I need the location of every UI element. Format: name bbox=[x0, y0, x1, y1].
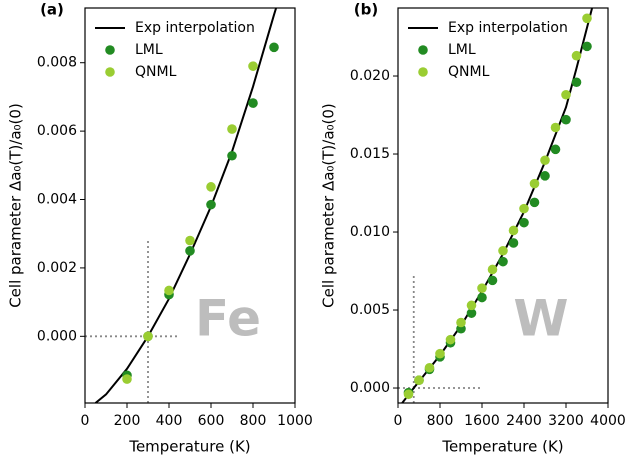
legend-marker bbox=[418, 67, 428, 77]
x-tick-label: 1600 bbox=[464, 413, 500, 429]
x-axis-label: Temperature (K) bbox=[128, 438, 250, 456]
data-point bbox=[206, 182, 216, 192]
legend-label: LML bbox=[135, 42, 163, 58]
data-point bbox=[424, 362, 435, 373]
legend-marker bbox=[105, 67, 115, 77]
x-tick-label: 800 bbox=[427, 413, 454, 429]
data-point bbox=[487, 275, 498, 286]
x-tick-label: 400 bbox=[156, 413, 183, 429]
data-point bbox=[445, 334, 456, 345]
data-point bbox=[561, 114, 571, 125]
x-tick-label: 0 bbox=[394, 413, 403, 429]
data-point bbox=[227, 150, 237, 161]
data-point bbox=[529, 197, 540, 208]
panel-label: (a) bbox=[40, 1, 64, 19]
x-tick-label: 0 bbox=[81, 413, 90, 429]
data-point bbox=[185, 246, 195, 256]
legend-marker bbox=[418, 45, 428, 55]
legend-label: QNML bbox=[448, 64, 490, 80]
data-point bbox=[435, 348, 445, 359]
plot-area bbox=[401, 8, 594, 403]
data-point bbox=[519, 203, 529, 214]
y-tick-label: 0.002 bbox=[37, 260, 77, 276]
y-tick-label: 0.010 bbox=[350, 224, 390, 240]
data-point bbox=[498, 256, 508, 267]
legend-label: Exp interpolation bbox=[448, 20, 568, 36]
data-point bbox=[248, 61, 258, 71]
data-point bbox=[466, 300, 477, 311]
y-tick-label: 0.020 bbox=[350, 68, 390, 84]
data-point bbox=[550, 144, 561, 155]
x-tick-label: 1000 bbox=[277, 413, 313, 429]
data-point bbox=[571, 50, 582, 61]
x-tick-label: 3200 bbox=[548, 413, 584, 429]
plot-area bbox=[94, 8, 279, 403]
data-point bbox=[550, 122, 561, 133]
data-point bbox=[206, 199, 216, 210]
data-point bbox=[227, 124, 237, 134]
data-point bbox=[582, 13, 592, 24]
x-tick-label: 2400 bbox=[506, 413, 542, 429]
y-tick-label: 0.000 bbox=[350, 380, 390, 396]
legend-label: QNML bbox=[135, 64, 177, 80]
legend-label: Exp interpolation bbox=[135, 20, 255, 36]
data-point bbox=[508, 225, 519, 236]
data-point bbox=[498, 245, 508, 256]
data-point bbox=[185, 235, 195, 246]
data-point bbox=[519, 217, 529, 228]
data-point bbox=[487, 264, 498, 275]
y-axis-label: Cell parameter Δa₀(T)/a₀(0) bbox=[320, 103, 338, 308]
x-tick-label: 800 bbox=[240, 413, 267, 429]
legend-marker bbox=[105, 45, 115, 55]
panel-label: (b) bbox=[354, 1, 378, 19]
y-tick-label: 0.015 bbox=[350, 146, 390, 162]
y-tick-label: 0.000 bbox=[37, 328, 77, 344]
data-point bbox=[540, 155, 550, 166]
annotation: Fe bbox=[195, 290, 261, 348]
data-point bbox=[508, 238, 519, 248]
data-point bbox=[403, 389, 414, 400]
data-point bbox=[122, 374, 132, 384]
plot-frame bbox=[397, 7, 609, 404]
data-point bbox=[164, 285, 174, 296]
data-point bbox=[248, 98, 258, 108]
data-point bbox=[466, 308, 477, 318]
data-point bbox=[456, 317, 466, 328]
y-tick-label: 0.004 bbox=[37, 192, 77, 208]
x-tick-label: 4000 bbox=[590, 413, 626, 429]
data-point bbox=[582, 41, 592, 52]
y-tick-label: 0.005 bbox=[350, 302, 390, 318]
x-axis-label: Temperature (K) bbox=[441, 438, 563, 456]
annotation: W bbox=[513, 290, 568, 348]
x-tick-label: 600 bbox=[198, 413, 225, 429]
data-point bbox=[529, 178, 540, 189]
plot-frame bbox=[84, 7, 296, 404]
data-point bbox=[143, 331, 153, 342]
x-tick-label: 200 bbox=[114, 413, 141, 429]
legend-label: LML bbox=[448, 42, 476, 58]
data-point bbox=[561, 89, 571, 100]
data-point bbox=[540, 171, 550, 181]
data-point bbox=[414, 375, 424, 386]
y-tick-label: 0.008 bbox=[37, 55, 77, 71]
data-point bbox=[269, 42, 279, 53]
y-tick-label: 0.006 bbox=[37, 123, 77, 139]
data-point bbox=[571, 77, 582, 88]
y-axis-label: Cell parameter Δa₀(T)/a₀(0) bbox=[7, 103, 25, 308]
data-point bbox=[477, 283, 487, 293]
data-point bbox=[477, 292, 487, 303]
